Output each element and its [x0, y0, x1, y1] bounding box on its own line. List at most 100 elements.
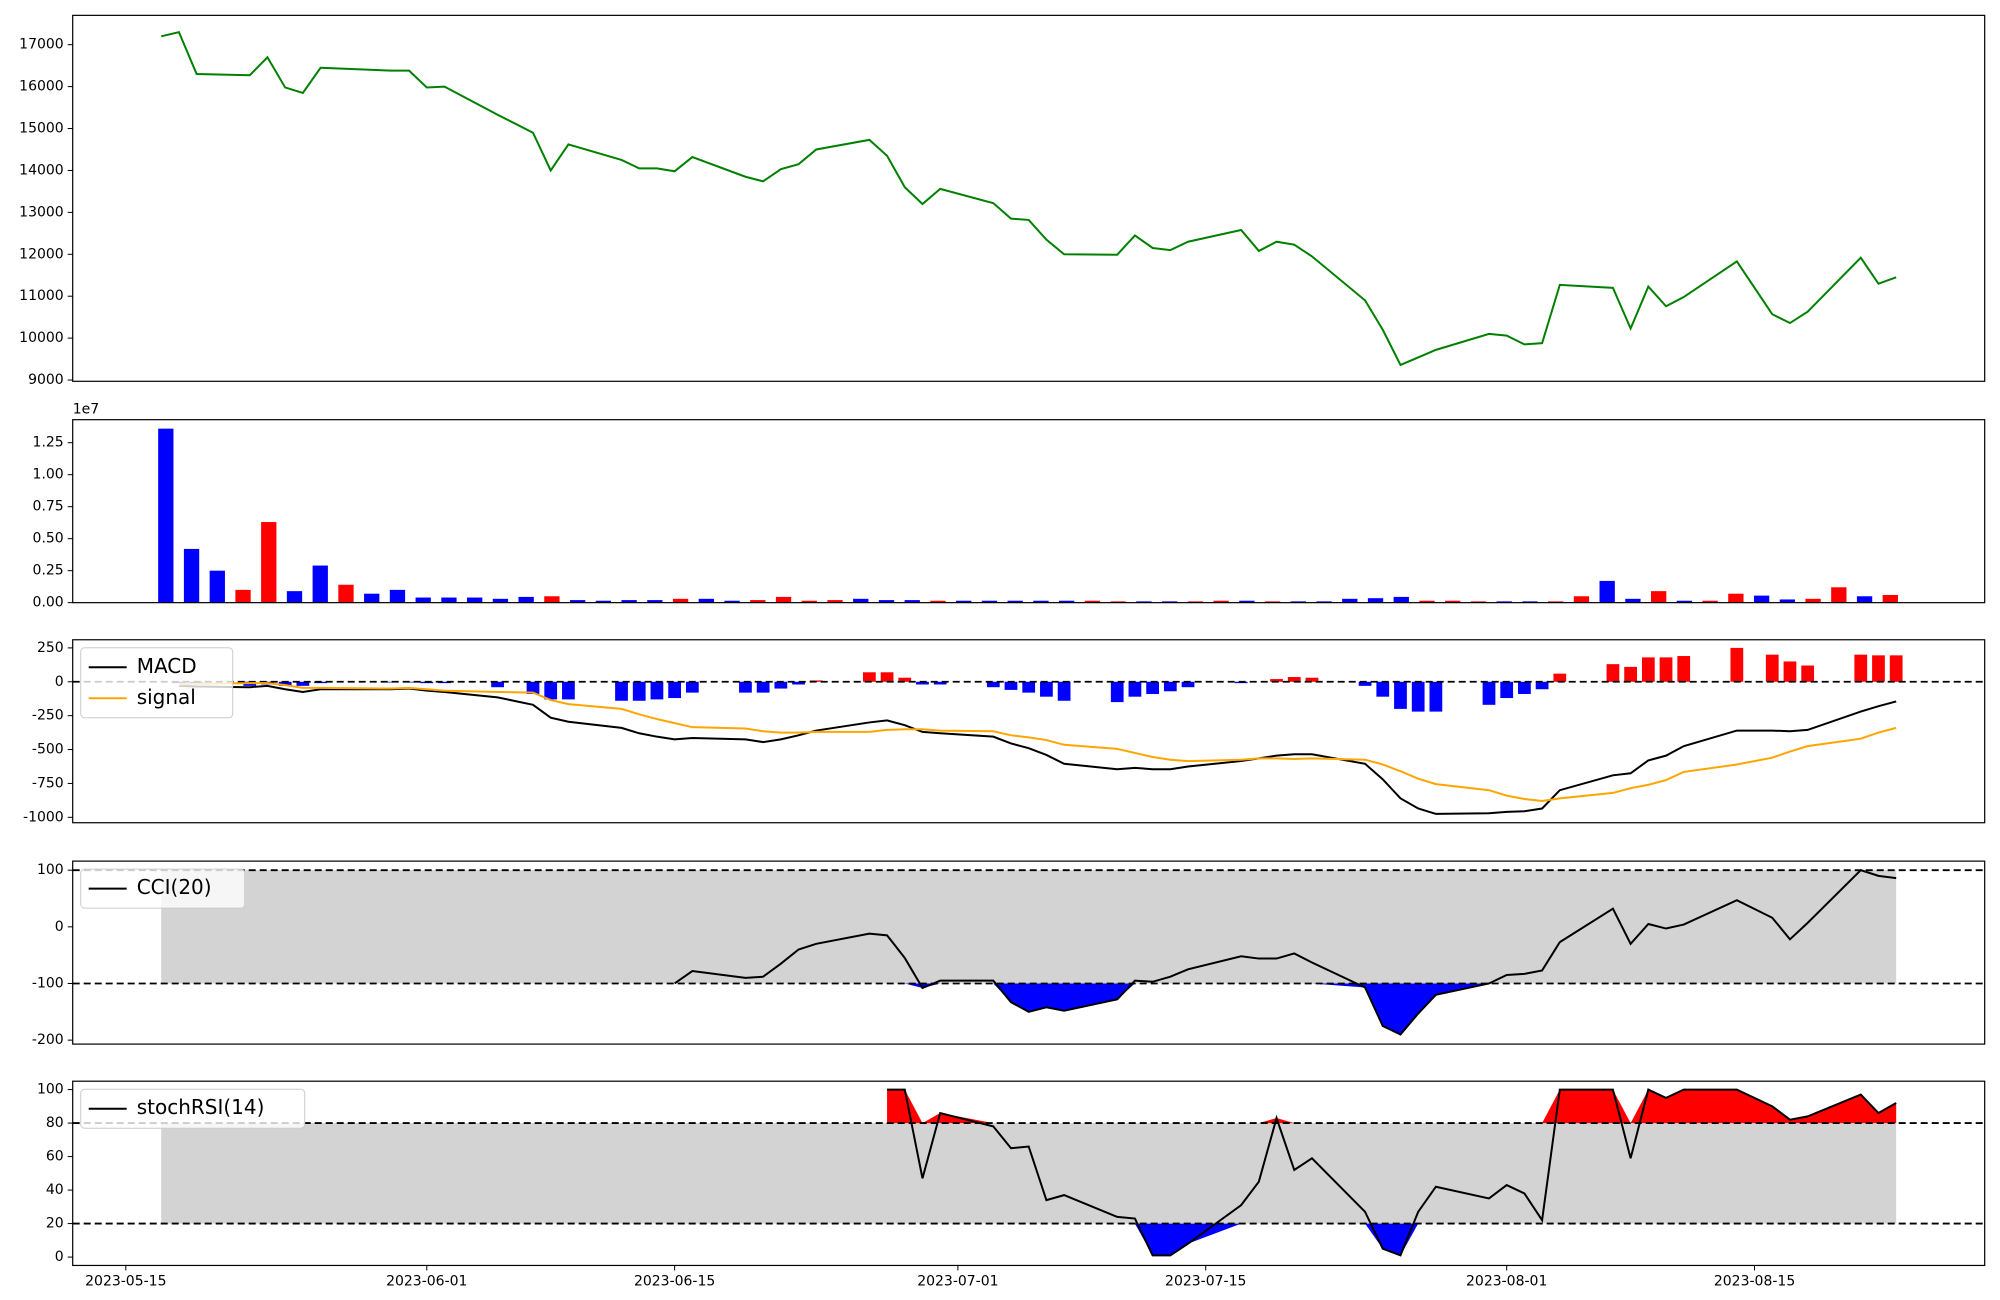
- volume-bar: [544, 596, 560, 603]
- y-tick-label: 0: [55, 1249, 64, 1265]
- histogram-bar: [862, 672, 876, 682]
- volume-bar: [1805, 598, 1821, 603]
- histogram-bar: [296, 681, 310, 686]
- volume-bar: [1882, 594, 1898, 603]
- legend-label: MACD: [137, 654, 197, 678]
- volume-bar: [930, 600, 946, 603]
- histogram-bar: [1553, 673, 1567, 682]
- histogram-bar: [1128, 681, 1142, 697]
- panel: -200 -100 0 100 CCI(20): [32, 860, 1986, 1048]
- histogram-bar: [1411, 681, 1425, 712]
- histogram-bar: [1765, 654, 1779, 682]
- histogram-bar: [898, 677, 912, 682]
- y-tick-label: -1000: [23, 809, 64, 825]
- volume-bar: [724, 600, 740, 603]
- panel: 0 20 40 60 80 100 2023-05-15 2023-06-01 2023-06-…: [37, 1080, 1986, 1289]
- volume-bar: [338, 584, 354, 603]
- y-tick-label: 80: [46, 1115, 64, 1131]
- volume-bar: [1187, 601, 1204, 603]
- volume-bar: [775, 596, 792, 603]
- legend: stochRSI(14): [80, 1088, 306, 1129]
- legend-label: stochRSI(14): [137, 1095, 265, 1119]
- volume-bar: [183, 548, 200, 603]
- panel: -1000 -750 -500 -250 0 250 MACD signal: [23, 639, 1986, 825]
- legend-box: [80, 868, 246, 909]
- volume-bar: [672, 598, 689, 603]
- histogram-bar: [632, 681, 646, 701]
- volume-bar: [1033, 600, 1049, 603]
- histogram-bar: [544, 681, 558, 700]
- x-tick-label: 2023-06-15: [634, 1273, 715, 1289]
- volume-bar: [1290, 601, 1306, 603]
- y-tick-label: 16000: [19, 79, 64, 95]
- histogram-bar: [986, 681, 1000, 688]
- histogram-bar: [1606, 664, 1620, 682]
- fill-below: [674, 983, 1897, 1035]
- panel: 0.00 0.25 0.50 0.75 1.00 1.25 1e7: [33, 401, 1986, 611]
- histogram-bar: [1730, 647, 1744, 682]
- histogram-bar: [1518, 681, 1531, 694]
- histogram-bar: [384, 681, 398, 683]
- histogram-bar: [685, 681, 699, 693]
- y-tick-label: 12000: [19, 246, 64, 262]
- y-tick-label: 0.00: [33, 595, 64, 611]
- histogram-bar: [668, 681, 682, 699]
- legend-box: [80, 1088, 306, 1129]
- volume-bar: [698, 598, 714, 603]
- y-tick-label: 0: [55, 674, 64, 690]
- histogram-bar: [1287, 677, 1301, 682]
- volume-bar: [878, 600, 895, 603]
- histogram-bar: [1535, 681, 1549, 690]
- histogram-bar: [438, 681, 451, 684]
- y-tick-label: 0.75: [33, 499, 64, 515]
- histogram-bar: [1482, 681, 1496, 705]
- histogram-bar: [1004, 681, 1018, 690]
- volume-bar: [595, 600, 612, 603]
- x-tick-label: 2023-08-01: [1466, 1273, 1547, 1289]
- level-band: [161, 1123, 1897, 1224]
- volume-bar: [569, 600, 586, 603]
- histogram-bar: [1429, 681, 1443, 712]
- histogram-bar: [1801, 665, 1815, 682]
- histogram-bar: [1305, 677, 1319, 682]
- volume-bar: [801, 600, 817, 603]
- volume-bar: [1753, 595, 1770, 603]
- histogram-bar: [1677, 656, 1691, 682]
- volume-bar: [1110, 601, 1126, 603]
- histogram-bar: [615, 681, 628, 701]
- volume-bar: [1548, 601, 1564, 603]
- axes-frame: [72, 860, 1986, 1045]
- fill-above: [887, 1089, 1897, 1124]
- legend-label: signal: [137, 685, 196, 709]
- histogram-bar: [278, 681, 292, 686]
- y-tick-label: -200: [32, 1032, 64, 1048]
- volume-bar: [1522, 601, 1538, 603]
- y-tick-label: 10000: [19, 330, 64, 346]
- legend-label: CCI(20): [137, 875, 212, 899]
- volume-bar: [1856, 596, 1873, 603]
- volume-bar: [1831, 587, 1847, 603]
- legend-box: [80, 647, 234, 719]
- y-tick-label: -500: [32, 742, 64, 758]
- y-tick-label: 100: [37, 1082, 64, 1098]
- y-offset-label: 1e7: [73, 401, 99, 417]
- histogram-bar: [1358, 681, 1372, 686]
- volume-bar: [1213, 600, 1229, 603]
- axes-frame: [72, 1080, 1986, 1267]
- y-tick-label: 1.00: [33, 467, 64, 483]
- histogram-bar: [1872, 655, 1885, 682]
- y-tick-label: 0: [55, 919, 64, 935]
- volume-bar: [827, 600, 843, 603]
- histogram-bar: [1783, 661, 1797, 682]
- volume-bar: [518, 596, 534, 603]
- axes-frame: [72, 14, 1986, 382]
- volume-bar: [1470, 601, 1487, 603]
- histogram-bar: [1641, 657, 1655, 682]
- level-band: [161, 870, 1897, 984]
- axes-frame: [72, 639, 1986, 824]
- volume-bar: [1702, 600, 1718, 603]
- histogram-bar: [774, 681, 788, 689]
- histogram-bar: [1110, 681, 1124, 703]
- histogram-bar: [1146, 681, 1160, 694]
